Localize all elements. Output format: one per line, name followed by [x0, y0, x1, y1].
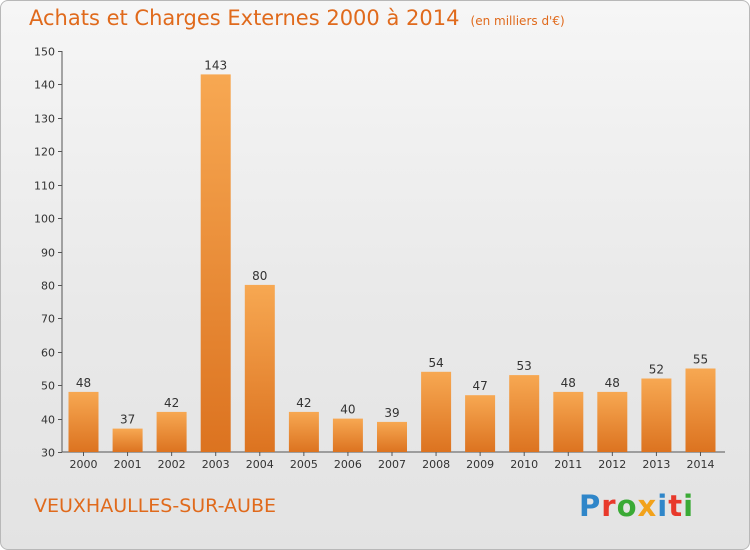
bar-value-label: 42 — [296, 396, 311, 410]
x-tick-label: 2000 — [70, 458, 98, 471]
bar — [421, 371, 452, 452]
bar-value-label: 47 — [472, 379, 487, 393]
y-tick-label: 90 — [41, 247, 55, 260]
bar — [244, 284, 275, 452]
logo-letter: i — [683, 489, 695, 523]
bar-value-label: 42 — [164, 396, 179, 410]
x-tick-label: 2008 — [422, 458, 450, 471]
logo-letter: r — [601, 489, 617, 523]
x-tick-label: 2002 — [158, 458, 186, 471]
logo-letter: o — [616, 489, 638, 523]
bar — [112, 428, 143, 452]
y-tick-label: 60 — [41, 347, 55, 360]
bar — [465, 395, 496, 452]
y-tick-label: 140 — [34, 79, 55, 92]
bar-value-label: 80 — [252, 269, 267, 283]
y-tick-label: 100 — [34, 213, 55, 226]
bar — [68, 391, 99, 452]
bar-value-label: 55 — [693, 353, 708, 367]
bar — [156, 411, 187, 452]
bar — [200, 74, 231, 453]
commune-name: VEUXHAULLES-SUR-AUBE — [34, 495, 276, 517]
chart-title-row: Achats et Charges Externes 2000 à 2014 (… — [29, 6, 565, 30]
bar-value-label: 48 — [605, 376, 620, 390]
x-tick-label: 2004 — [246, 458, 274, 471]
y-tick-label: 150 — [34, 46, 55, 59]
y-tick-label: 50 — [41, 380, 55, 393]
bar-value-label: 143 — [204, 58, 227, 72]
x-tick-label: 2001 — [114, 458, 142, 471]
logo-letter: P — [579, 489, 602, 523]
bar-value-label: 48 — [561, 376, 576, 390]
x-tick-label: 2010 — [510, 458, 538, 471]
bar — [332, 418, 363, 452]
bar — [597, 391, 628, 452]
x-tick-label: 2006 — [334, 458, 362, 471]
x-tick-label: 2011 — [554, 458, 582, 471]
bar-value-label: 40 — [340, 403, 355, 417]
bar — [509, 375, 540, 452]
x-tick-label: 2003 — [202, 458, 230, 471]
bar — [641, 378, 672, 452]
y-tick-label: 70 — [41, 313, 55, 326]
chart-title: Achats et Charges Externes 2000 à 2014 — [29, 6, 460, 30]
y-tick-label: 130 — [34, 113, 55, 126]
y-tick-label: 110 — [34, 180, 55, 193]
bar-value-label: 48 — [76, 376, 91, 390]
x-tick-label: 2005 — [290, 458, 318, 471]
bar — [288, 411, 319, 452]
bar-value-label: 39 — [384, 406, 399, 420]
bar-value-label: 37 — [120, 413, 135, 427]
x-tick-label: 2012 — [598, 458, 626, 471]
bar-value-label: 52 — [649, 363, 664, 377]
x-tick-label: 2013 — [642, 458, 670, 471]
y-tick-label: 40 — [41, 414, 55, 427]
proxiti-logo: Proxiti — [579, 489, 694, 523]
x-tick-label: 2014 — [687, 458, 715, 471]
chart-subtitle: (en milliers d'€) — [470, 14, 565, 28]
logo-letter: x — [637, 489, 658, 523]
logo-letter: t — [668, 489, 684, 523]
bar — [553, 391, 584, 452]
y-tick-label: 30 — [41, 447, 55, 460]
logo-letter: i — [657, 489, 669, 523]
y-tick-label: 80 — [41, 280, 55, 293]
x-tick-label: 2007 — [378, 458, 406, 471]
bar-value-label: 54 — [428, 356, 443, 370]
y-tick-label: 120 — [34, 146, 55, 159]
bar — [685, 368, 716, 452]
bar — [377, 421, 407, 452]
x-tick-label: 2009 — [466, 458, 494, 471]
bar-value-label: 53 — [517, 359, 532, 373]
